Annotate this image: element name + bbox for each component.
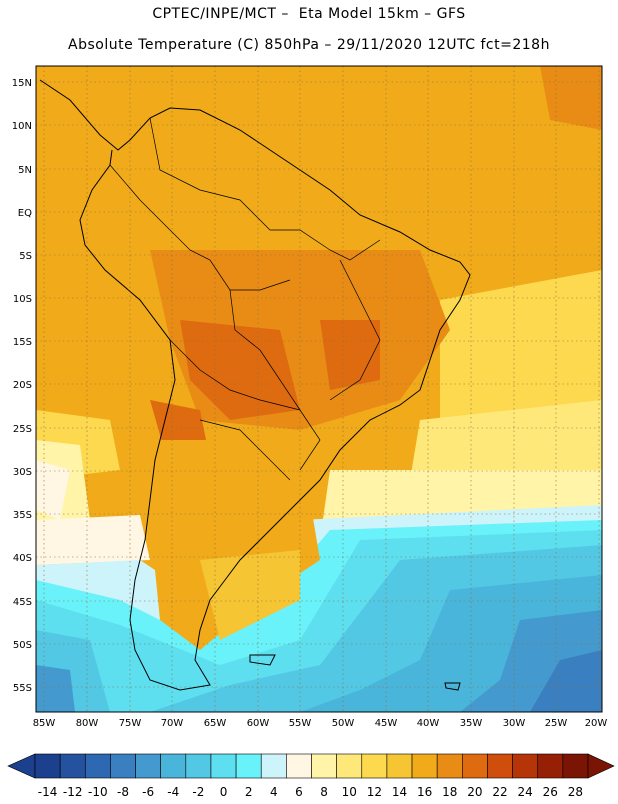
- colorbar-swatch: [260, 753, 287, 779]
- colorbar-swatch: [185, 753, 212, 779]
- lat-label: 40S: [13, 553, 32, 564]
- coastline: [39, 79, 471, 691]
- colorbar-tick-label: 24: [518, 785, 533, 799]
- colorbar-swatch: [462, 753, 488, 779]
- colorbar-max-arrow: [587, 753, 615, 779]
- colorbar-labels: -14 -12 -10 -8 -6 -4 -2 0 2 4 6 8 10 12 14 16 18 20 22 24 26…: [38, 785, 583, 799]
- lat-label: 20S: [13, 380, 32, 391]
- colorbar-tick-label: -4: [167, 785, 179, 799]
- lat-label: 55S: [13, 683, 32, 694]
- colorbar-tick-label: 22: [492, 785, 507, 799]
- lon-label: 75W: [119, 718, 142, 729]
- colorbar-swatch: [512, 753, 539, 779]
- colorbar-swatch: [386, 753, 413, 779]
- colorbar-tick-label: 14: [392, 785, 407, 799]
- colorbar-tick-label: -2: [192, 785, 204, 799]
- lon-label: 40W: [417, 718, 440, 729]
- colorbar-tick-label: -8: [117, 785, 129, 799]
- lon-label: 60W: [247, 718, 270, 729]
- colorbar-tick-label: -14: [38, 785, 58, 799]
- colorbar-swatch: [84, 753, 111, 779]
- colorbar-tick-label: 20: [467, 785, 482, 799]
- colorbar-swatch: [436, 753, 463, 779]
- lon-label: 85W: [33, 718, 56, 729]
- lon-label: 50W: [332, 718, 355, 729]
- colorbar-tick-label: 0: [220, 785, 228, 799]
- colorbar-swatch: [135, 753, 161, 779]
- lat-label: 45S: [13, 597, 32, 608]
- longitude-labels: 85W 80W 75W 70W 65W 60W 55W 50W 45W 40W …: [33, 718, 608, 729]
- colorbar-swatch: [286, 753, 312, 779]
- temperature-field: [36, 66, 602, 712]
- colorbar-tick-label: 2: [245, 785, 253, 799]
- lat-label: 10S: [13, 294, 32, 305]
- colorbar-tick-label: 28: [568, 785, 583, 799]
- colorbar-swatch: [336, 753, 363, 779]
- map-title-line1: CPTEC/INPE/MCT – Eta Model 15km – GFS: [152, 6, 466, 22]
- colorbar-swatch: [361, 753, 388, 779]
- lon-label: 65W: [204, 718, 227, 729]
- colorbar-swatch: [110, 753, 136, 779]
- country-borders: [109, 117, 381, 481]
- colorbar-tick-label: -10: [88, 785, 108, 799]
- lon-label: 35W: [460, 718, 483, 729]
- colorbar-tick-label: 12: [367, 785, 382, 799]
- lon-label: 45W: [375, 718, 398, 729]
- colorbar-min-arrow: [7, 753, 36, 779]
- lat-label: 15S: [13, 337, 32, 348]
- colorbar-swatch: [210, 753, 237, 779]
- lat-label: 50S: [13, 640, 32, 651]
- colorbar-tick-label: -6: [142, 785, 154, 799]
- lat-label: 25S: [13, 424, 32, 435]
- colorbar-tick-label: 18: [442, 785, 457, 799]
- colorbar-swatch: [411, 753, 438, 779]
- colorbar-swatch: [235, 753, 262, 779]
- colorbar-tick-label: 8: [320, 785, 328, 799]
- map-frame: [35, 65, 603, 713]
- map-title-line2: Absolute Temperature (C) 850hPa – 29/11/…: [68, 37, 550, 53]
- lat-label: 35S: [13, 510, 32, 521]
- colorbar-tick-label: -12: [63, 785, 83, 799]
- latitude-labels: 15N 10N 5N EQ 5S 10S 15S 20S 25S 30S 35S…: [12, 78, 32, 694]
- lon-label: 80W: [76, 718, 99, 729]
- lat-label: 5N: [18, 165, 32, 176]
- colorbar: [7, 753, 615, 779]
- lon-label: 70W: [161, 718, 184, 729]
- colorbar-swatch: [34, 753, 61, 779]
- lon-label: 25W: [545, 718, 568, 729]
- lat-label: 15N: [12, 78, 32, 89]
- lat-label: 10N: [12, 121, 32, 132]
- lon-label: 20W: [585, 718, 608, 729]
- lat-label: 30S: [13, 467, 32, 478]
- lat-label: 5S: [19, 251, 32, 262]
- colorbar-swatch: [562, 753, 589, 779]
- colorbar-swatch: [311, 753, 337, 779]
- colorbar-tick-label: 6: [295, 785, 303, 799]
- colorbar-swatch: [160, 753, 187, 779]
- colorbar-swatch: [487, 753, 513, 779]
- lon-label: 55W: [289, 718, 312, 729]
- colorbar-swatch: [537, 753, 564, 779]
- lat-label: EQ: [18, 208, 32, 219]
- lon-label: 30W: [503, 718, 526, 729]
- colorbar-tick-label: 16: [417, 785, 432, 799]
- colorbar-tick-label: 10: [342, 785, 357, 799]
- colorbar-swatch: [59, 753, 86, 779]
- colorbar-tick-label: 26: [543, 785, 558, 799]
- colorbar-tick-label: 4: [270, 785, 278, 799]
